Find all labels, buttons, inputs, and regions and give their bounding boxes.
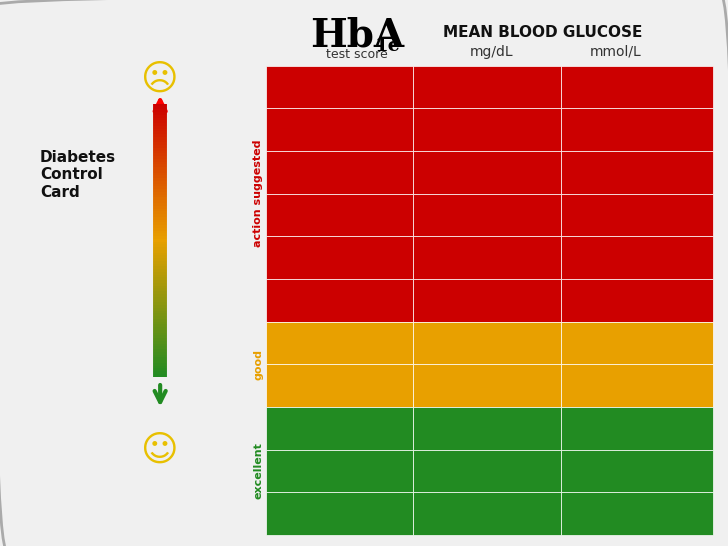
Text: 180: 180 [472,335,503,351]
Text: test score: test score [326,48,387,61]
Text: good: good [253,349,264,380]
Text: HbA: HbA [309,16,404,55]
Text: 6.0: 6.0 [326,421,353,436]
Text: 80: 80 [477,464,498,478]
Text: 17.4: 17.4 [619,165,656,180]
Text: ☺: ☺ [141,434,179,467]
Text: mmol/L: mmol/L [589,45,641,59]
Text: mg/dL: mg/dL [470,45,513,59]
Text: 13.0: 13.0 [321,122,358,137]
Text: 12.0: 12.0 [321,165,358,180]
Text: 4.7: 4.7 [624,464,651,478]
Text: 8.0: 8.0 [326,335,353,351]
Text: 1c: 1c [375,37,400,55]
Text: 380: 380 [472,79,503,94]
Text: 6.3: 6.3 [624,421,651,436]
Text: 215: 215 [472,293,503,308]
Text: 115: 115 [472,421,503,436]
Text: 50: 50 [477,506,498,521]
Text: 10.0: 10.0 [321,250,358,265]
Text: 5.0: 5.0 [326,464,353,478]
Text: 350: 350 [472,122,503,137]
Text: 250: 250 [471,250,503,265]
Text: MEAN BLOOD GLUCOSE: MEAN BLOOD GLUCOSE [443,25,642,40]
Text: 15.6: 15.6 [619,207,656,222]
Text: 19.3: 19.3 [619,122,656,137]
Text: 13.7: 13.7 [619,250,656,265]
Text: 8.2: 8.2 [624,378,651,393]
Text: excellent: excellent [253,443,264,500]
Text: 280: 280 [471,207,503,222]
Text: 7.0: 7.0 [326,378,353,393]
Text: 2.6: 2.6 [624,506,651,521]
Text: 11.0: 11.0 [321,207,358,222]
Text: ☹: ☹ [141,62,179,96]
Text: 10.0: 10.0 [619,335,656,351]
Text: action suggested: action suggested [253,140,264,247]
Text: 21.1: 21.1 [619,79,656,94]
Text: 11.9: 11.9 [619,293,656,308]
Text: 315: 315 [472,165,503,180]
Text: 4.0: 4.0 [326,506,353,521]
Text: 150: 150 [472,378,503,393]
Text: Diabetes
Control
Card: Diabetes Control Card [40,150,116,200]
Text: 9.0: 9.0 [326,293,353,308]
Text: 14.0: 14.0 [321,79,358,94]
